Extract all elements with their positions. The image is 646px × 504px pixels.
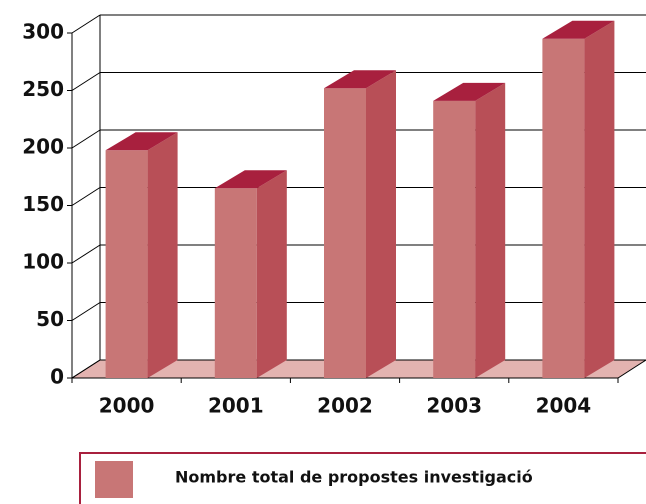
bar: [324, 88, 366, 378]
grid-line: [71, 359, 101, 379]
y-tick-label: 0: [50, 365, 64, 389]
grid-line: [71, 302, 101, 321]
y-tick-label: 150: [22, 192, 64, 216]
bar: [542, 38, 585, 378]
legend-frame: [79, 452, 646, 504]
x-tick-label: 2000: [99, 394, 155, 418]
bar-top: [105, 132, 178, 151]
grid-line: [71, 244, 101, 264]
bar-side: [147, 132, 178, 378]
bar: [433, 100, 476, 378]
bar-side: [256, 170, 287, 378]
bar-side: [366, 70, 396, 378]
bar: [214, 188, 257, 378]
grid-line: [71, 187, 101, 206]
x-tick-label: 2001: [208, 394, 264, 418]
bar-side: [475, 82, 506, 378]
grid-line: [71, 72, 101, 91]
bar-top: [433, 82, 506, 101]
y-tick-label: 250: [22, 77, 64, 101]
y-tick-label: 50: [36, 307, 64, 331]
grid-line: [71, 129, 101, 149]
bar-top: [214, 170, 287, 189]
bar-side: [584, 20, 615, 378]
grid-line: [71, 14, 101, 34]
y-tick-label: 200: [22, 135, 64, 159]
bar-top: [542, 20, 615, 39]
x-tick-label: 2004: [536, 394, 592, 418]
bar-top: [324, 70, 396, 89]
legend-label: Nombre total de propostes investigació: [175, 468, 533, 487]
y-tick-label: 100: [22, 250, 64, 274]
x-tick-label: 2003: [426, 394, 482, 418]
y-tick-label: 300: [22, 20, 64, 44]
bar: [105, 150, 148, 378]
x-tick-label: 2002: [317, 394, 373, 418]
legend-swatch: [95, 461, 133, 498]
